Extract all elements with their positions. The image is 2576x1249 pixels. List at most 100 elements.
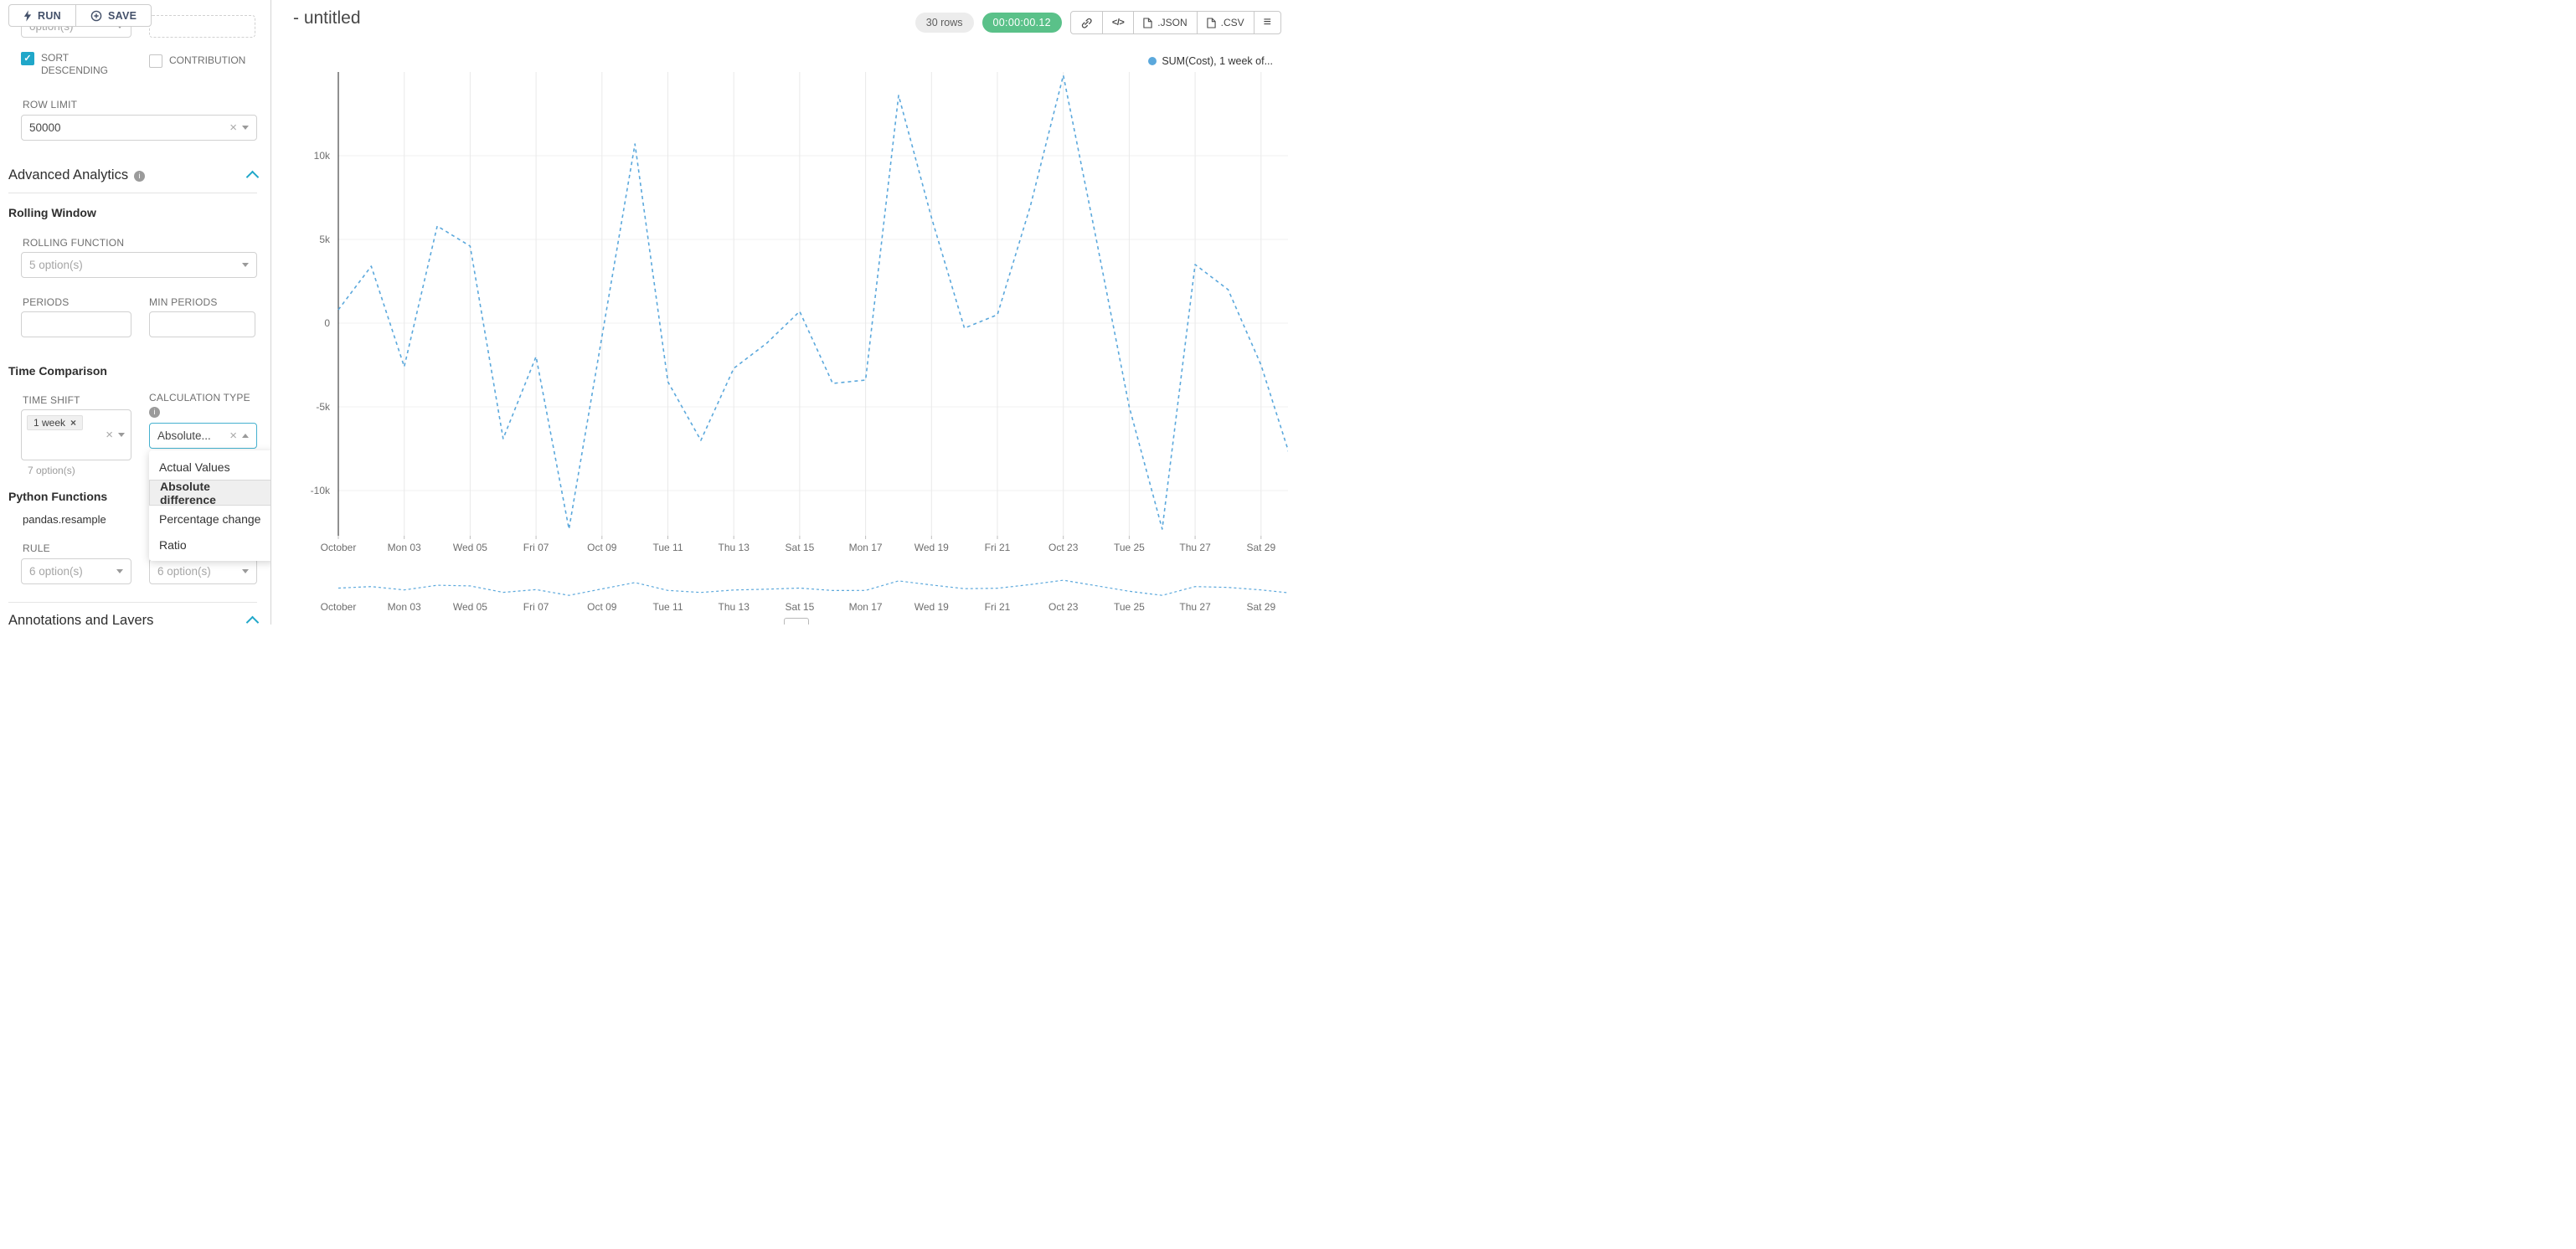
annotations-header[interactable]: Annotations and Layers	[8, 613, 260, 624]
svg-text:Sat 15: Sat 15	[786, 542, 815, 553]
svg-text:Sat 15: Sat 15	[786, 601, 815, 613]
svg-text:Thu 27: Thu 27	[1179, 601, 1211, 613]
row-limit-select[interactable]: 50000 ×	[21, 115, 257, 141]
info-icon: i	[134, 171, 146, 182]
svg-text:10k: 10k	[314, 150, 331, 162]
code-icon: </>	[1111, 18, 1125, 28]
svg-text:Sat 29: Sat 29	[1246, 601, 1275, 613]
time-shift-select[interactable]: 1 week × ×	[21, 409, 131, 460]
section-divider	[8, 602, 257, 603]
row-limit-value: 50000	[29, 121, 61, 134]
chart-title: - untitled	[293, 8, 361, 28]
clear-icon[interactable]: ×	[106, 428, 113, 442]
time-comparison-title: Time Comparison	[8, 364, 107, 378]
svg-text:Tue 25: Tue 25	[1114, 542, 1145, 553]
fill-method-placeholder: 6 option(s)	[157, 565, 211, 578]
hamburger-icon: ≡	[1263, 15, 1271, 29]
menu-item-absolute-difference[interactable]: Absolute difference	[149, 480, 270, 506]
rule-placeholder: 6 option(s)	[29, 565, 83, 578]
menu-item-percentage-change[interactable]: Percentage change	[159, 511, 261, 526]
lightning-icon	[23, 9, 32, 22]
csv-button-label: .CSV	[1220, 17, 1244, 28]
min-periods-input[interactable]	[149, 311, 255, 337]
rolling-function-placeholder: 5 option(s)	[29, 259, 83, 271]
svg-text:Oct 23: Oct 23	[1048, 542, 1079, 553]
chart-area: - untitled 30 rows 00:00:00.12 </> .JSON…	[271, 0, 1288, 624]
embed-code-button[interactable]: </>	[1101, 11, 1135, 34]
run-button[interactable]: RUN	[8, 4, 76, 27]
calculation-type-label: CALCULATION TYPE	[149, 392, 250, 403]
sort-descending-control: ✓ SORT DESCENDING	[21, 52, 121, 77]
periods-label: PERIODS	[23, 296, 70, 308]
legend[interactable]: SUM(Cost), 1 week of...	[1148, 55, 1273, 67]
explore-view: option(s) RUN SAVE ✓ SORT DESCENDING CON…	[0, 0, 1288, 624]
advanced-analytics-header[interactable]: Advanced Analytics i	[8, 167, 260, 193]
chevron-up-icon	[242, 434, 249, 438]
rowcount-badge: 30 rows	[914, 13, 974, 33]
rolling-function-select[interactable]: 5 option(s)	[21, 252, 257, 278]
results-drag-handle[interactable]	[784, 618, 809, 624]
periods-input[interactable]	[21, 311, 131, 337]
svg-text:Fri 07: Fri 07	[523, 601, 549, 613]
svg-text:Wed 05: Wed 05	[453, 542, 487, 553]
sort-descending-label: SORT DESCENDING	[41, 52, 109, 76]
time-shift-tag-label: 1 week	[33, 417, 66, 429]
rolling-window-title: Rolling Window	[8, 206, 96, 219]
run-save-toolbar: RUN SAVE	[8, 4, 152, 27]
advanced-analytics-title: Advanced Analytics	[8, 167, 129, 182]
timeseries-chart[interactable]: 10k 5k 0 -5k -10k October October Mon 03 Mon 03 W…	[271, 0, 1288, 624]
contribution-checkbox[interactable]	[149, 54, 162, 68]
svg-text:Thu 27: Thu 27	[1179, 542, 1211, 553]
svg-text:Mon 17: Mon 17	[849, 542, 883, 553]
link-icon	[1081, 18, 1092, 28]
pandas-resample-label: pandas.resample	[23, 513, 106, 526]
download-csv-button[interactable]: .CSV	[1196, 11, 1255, 34]
remove-tag-icon[interactable]: ×	[70, 417, 77, 429]
menu-item-ratio[interactable]: Ratio	[159, 537, 187, 552]
calculation-type-menu: Actual Values Absolute difference Percen…	[149, 450, 270, 561]
svg-text:Wed 19: Wed 19	[914, 542, 949, 553]
time-shift-select-icons: ×	[106, 429, 125, 441]
save-button[interactable]: SAVE	[75, 4, 152, 27]
truncated-dashed-box[interactable]	[149, 15, 255, 38]
svg-text:5k: 5k	[319, 234, 331, 245]
python-functions-title: Python Functions	[8, 490, 108, 503]
row-limit-label: ROW LIMIT	[23, 99, 78, 111]
menu-item-actual-values[interactable]: Actual Values	[159, 460, 230, 474]
svg-text:-10k: -10k	[311, 485, 331, 496]
fill-method-select[interactable]: 6 option(s)	[149, 558, 257, 584]
control-panel: option(s) RUN SAVE ✓ SORT DESCENDING CON…	[0, 0, 271, 624]
share-link-button[interactable]	[1069, 11, 1103, 34]
svg-text:Fri 21: Fri 21	[985, 601, 1011, 613]
svg-text:Tue 11: Tue 11	[652, 542, 683, 553]
chevron-down-icon	[242, 569, 249, 573]
svg-text:Tue 25: Tue 25	[1114, 601, 1145, 613]
calculation-type-select[interactable]: Absolute... ×	[149, 423, 257, 449]
chevron-up-icon[interactable]	[245, 615, 260, 624]
clear-icon[interactable]: ×	[229, 429, 237, 443]
svg-text:Fri 07: Fri 07	[523, 542, 549, 553]
rolling-function-label: ROLLING FUNCTION	[23, 237, 125, 249]
svg-text:October: October	[321, 601, 357, 613]
download-json-button[interactable]: .JSON	[1133, 11, 1198, 34]
menu-button[interactable]: ≡	[1253, 11, 1281, 34]
json-button-label: .JSON	[1157, 17, 1188, 28]
svg-text:Sat 29: Sat 29	[1246, 542, 1275, 553]
contribution-control: CONTRIBUTION	[149, 54, 245, 68]
svg-text:Oct 23: Oct 23	[1048, 601, 1079, 613]
run-button-label: RUN	[38, 9, 61, 22]
svg-text:Thu 13: Thu 13	[719, 542, 750, 553]
svg-text:Mon 17: Mon 17	[849, 601, 883, 613]
svg-text:Wed 05: Wed 05	[453, 601, 487, 613]
svg-text:Fri 21: Fri 21	[985, 542, 1011, 553]
svg-text:Mon 03: Mon 03	[388, 542, 421, 553]
file-icon	[1143, 17, 1152, 28]
chevron-up-icon[interactable]	[245, 170, 260, 184]
rule-select[interactable]: 6 option(s)	[21, 558, 131, 584]
file-icon	[1207, 17, 1216, 28]
save-button-label: SAVE	[107, 9, 137, 22]
min-periods-label: MIN PERIODS	[149, 296, 218, 308]
rule-label: RULE	[23, 542, 50, 554]
sort-descending-checkbox[interactable]: ✓	[21, 52, 34, 65]
clear-icon[interactable]: ×	[229, 121, 237, 135]
